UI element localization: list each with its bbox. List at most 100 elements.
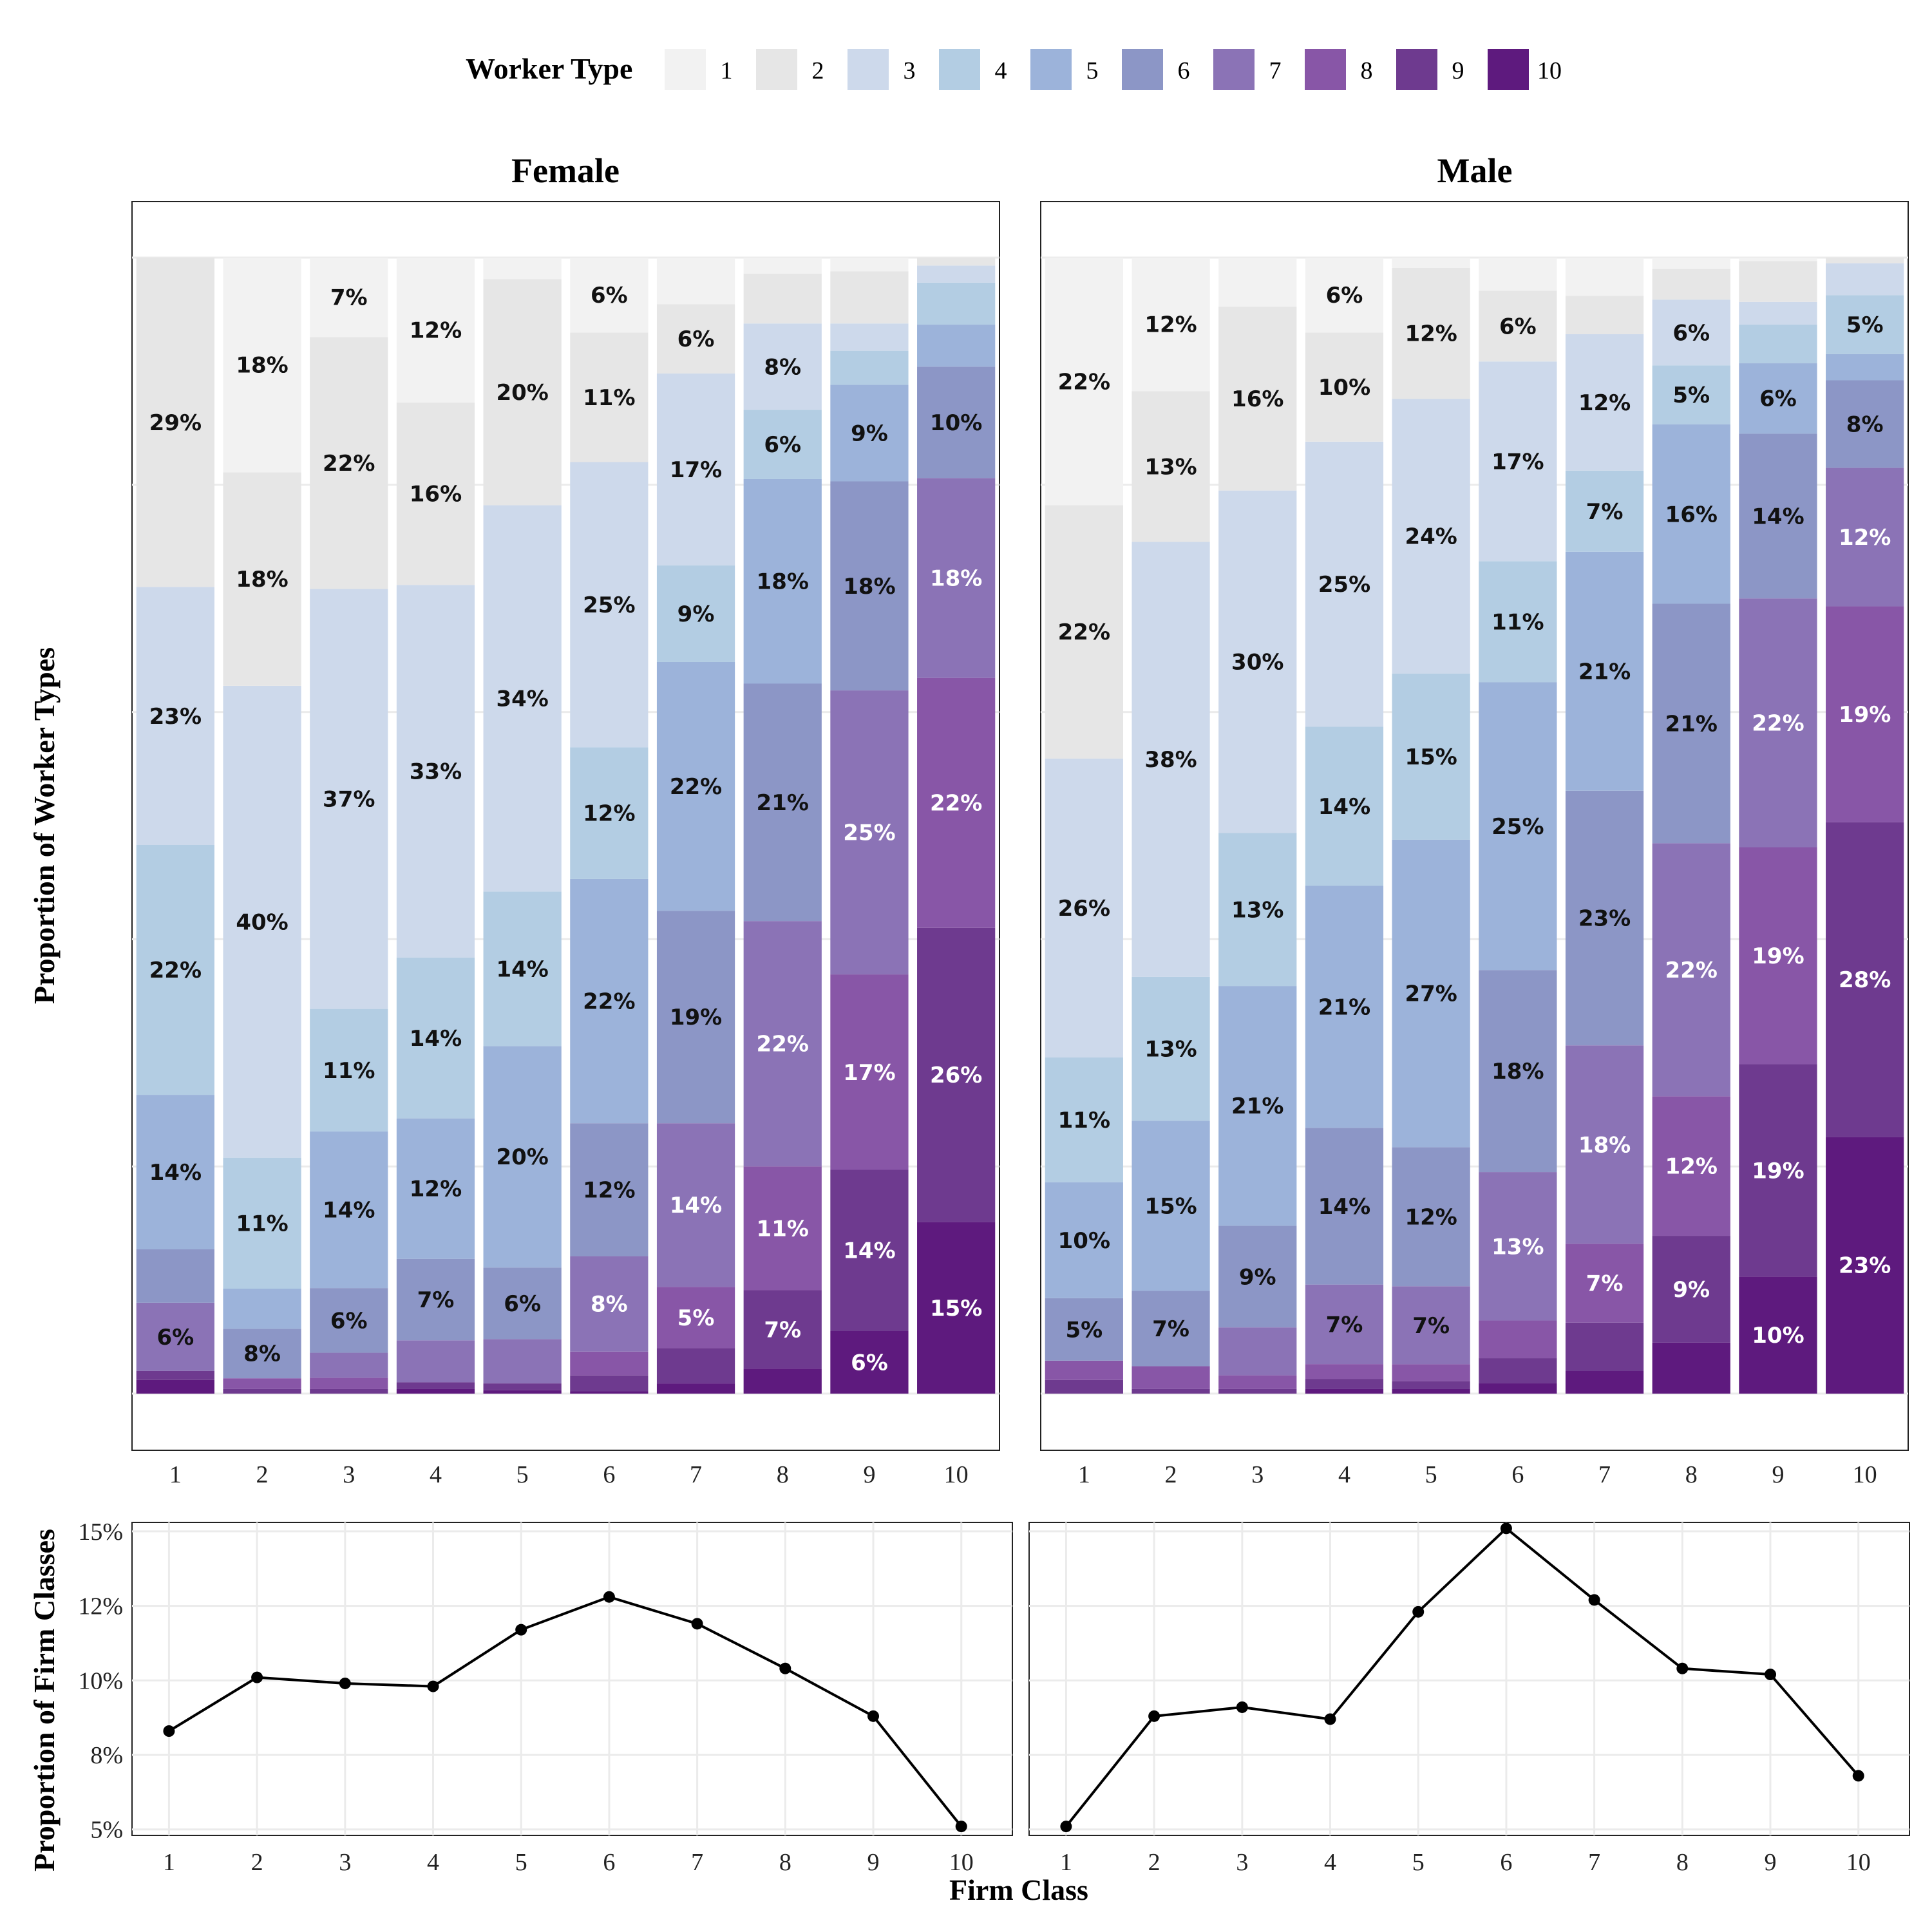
bar-segment	[570, 462, 649, 748]
bar-data-label: 23%	[1839, 1253, 1891, 1279]
bar-data-label: 14%	[1752, 504, 1804, 529]
bar-segment	[1826, 468, 1904, 607]
x-tick-label: 10	[949, 1849, 974, 1876]
bar-segment	[483, 1046, 562, 1268]
bar-data-label: 7%	[1412, 1313, 1450, 1339]
bar-segment	[656, 1123, 735, 1287]
bar-segment	[1565, 1045, 1644, 1244]
bar-data-label: 22%	[757, 1032, 809, 1057]
legend-swatch	[1305, 49, 1346, 90]
bar-segment	[570, 1351, 649, 1376]
bar-data-label: 15%	[1405, 744, 1457, 770]
bar-segment	[483, 891, 562, 1046]
legend-label: 10	[1537, 57, 1562, 84]
bar-segment	[223, 1378, 301, 1389]
bar-data-label: 16%	[1231, 386, 1283, 412]
bar-segment	[1826, 354, 1904, 381]
bar-segment	[1479, 561, 1557, 683]
bar-data-label: 28%	[1839, 967, 1891, 993]
x-tick-label: 4	[1338, 1461, 1350, 1488]
bar-segment	[136, 1095, 214, 1249]
bar-data-label: 6%	[764, 432, 801, 458]
bar-segment	[396, 1382, 475, 1389]
y-axis-title-bottom: Proportion of Firm Classes	[28, 1529, 61, 1871]
bar-segment	[1392, 399, 1470, 674]
bar-segment	[1479, 361, 1557, 562]
bar-segment	[1305, 1388, 1384, 1394]
bar-data-label: 21%	[1231, 1094, 1283, 1119]
bar-data-label: 11%	[236, 1211, 288, 1236]
bar-segment	[570, 1391, 649, 1394]
bar-segment	[223, 1329, 301, 1379]
bar-segment	[483, 258, 562, 279]
bar-segment	[1739, 363, 1817, 434]
bar-segment	[1739, 258, 1817, 261]
bar-segment	[1045, 1379, 1123, 1394]
x-tick-label: 4	[1324, 1849, 1336, 1876]
bar-segment	[310, 1378, 388, 1389]
bar-segment	[1132, 258, 1210, 392]
bar-segment	[656, 304, 735, 374]
bar-segment	[310, 1288, 388, 1353]
data-point	[163, 1725, 175, 1737]
bar-data-label: 6%	[1672, 320, 1710, 346]
bar-segment	[223, 1388, 301, 1394]
data-point	[1060, 1821, 1072, 1833]
x-tick-label: 6	[1500, 1849, 1512, 1876]
bar-segment	[830, 350, 909, 385]
bar-data-label: 22%	[1665, 958, 1718, 983]
x-tick-label: 4	[430, 1461, 442, 1488]
bar-data-label: 13%	[1231, 897, 1283, 923]
bar-segment	[1565, 470, 1644, 552]
bar-segment	[830, 1331, 909, 1394]
bar-segment	[656, 565, 735, 662]
bar-data-label: 12%	[583, 1177, 635, 1203]
bar-segment	[1652, 1342, 1730, 1394]
bar-data-label: 17%	[1492, 449, 1544, 475]
x-tick-label: 9	[863, 1461, 875, 1488]
bar-segment	[1045, 1298, 1123, 1361]
bar-data-label: 7%	[1152, 1316, 1189, 1342]
legend-title: Worker Type	[466, 52, 632, 85]
bar-data-label: 19%	[1752, 943, 1804, 969]
bar-data-label: 14%	[1318, 1194, 1370, 1220]
bar-segment	[1218, 1327, 1297, 1376]
x-tick-label: 3	[343, 1461, 355, 1488]
bar-segment	[1479, 258, 1557, 291]
bar-segment	[743, 410, 822, 479]
legend-swatch	[1122, 49, 1163, 90]
bar-segment	[1565, 334, 1644, 471]
data-point	[1500, 1522, 1512, 1535]
bar-data-label: 25%	[1492, 814, 1544, 840]
panel-frame	[1028, 1522, 1910, 1836]
bar-data-label: 9%	[677, 601, 715, 627]
bar-data-label: 20%	[496, 380, 548, 406]
legend-label: 2	[812, 57, 824, 84]
bar-segment	[1565, 1322, 1644, 1371]
bar-segment	[396, 1258, 475, 1341]
bar-segment	[136, 1379, 214, 1394]
bar-segment	[1565, 790, 1644, 1046]
data-point	[1148, 1710, 1160, 1722]
bar-data-label: 9%	[851, 421, 888, 447]
x-tick-label: 3	[1251, 1461, 1264, 1488]
bar-segment	[1739, 847, 1817, 1065]
x-tick-label: 5	[1425, 1461, 1437, 1488]
bar-data-label: 15%	[1144, 1193, 1197, 1219]
bar-segment	[656, 911, 735, 1124]
bar-data-label: 25%	[583, 592, 635, 618]
bar-data-label: 14%	[1318, 794, 1370, 820]
x-tick-label: 8	[779, 1849, 791, 1876]
bar-segment	[917, 325, 996, 367]
bar-segment	[656, 373, 735, 566]
bar-segment	[136, 844, 214, 1095]
line-panel-male: 1 2 3 4 5 6 7 8 9 10	[1028, 1522, 1910, 1876]
bar-data-label: 21%	[1318, 994, 1370, 1020]
bar-segment	[1045, 1057, 1123, 1182]
x-tick-label: 3	[339, 1849, 351, 1876]
bar-segment	[1479, 970, 1557, 1173]
bar-data-label: 14%	[843, 1238, 895, 1264]
facet-title-female: Female	[511, 151, 620, 190]
bar-segment	[396, 402, 475, 585]
bar-segment	[396, 258, 475, 403]
